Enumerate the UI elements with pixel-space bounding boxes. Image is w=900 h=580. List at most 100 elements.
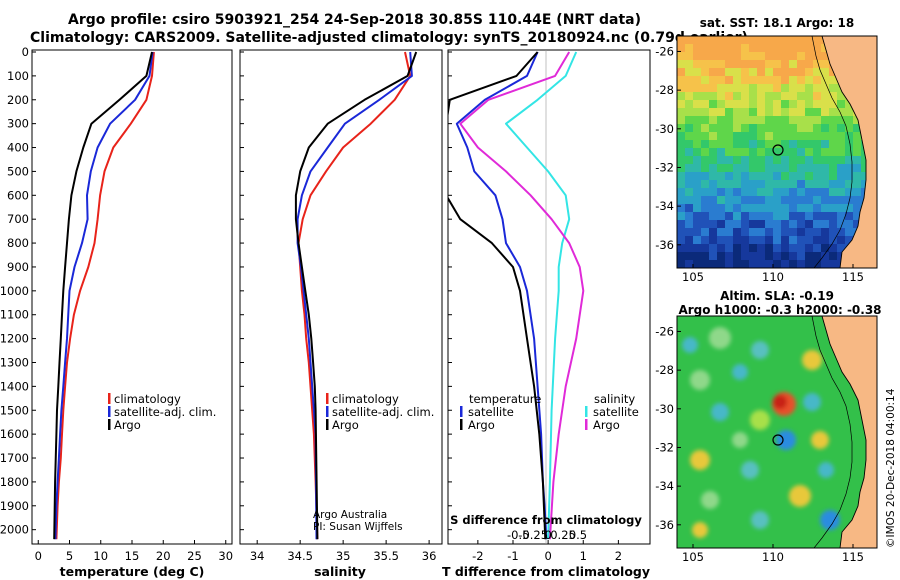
sst-cell	[733, 244, 741, 252]
sst-cell	[789, 52, 797, 60]
sst-cell	[789, 100, 797, 108]
sst-cell	[717, 172, 725, 180]
sst-cell	[677, 68, 685, 76]
sst-cell	[757, 164, 765, 172]
sst-cell	[765, 204, 773, 212]
sst-cell	[797, 124, 805, 132]
coastline	[821, 36, 867, 268]
sst-cell	[693, 204, 701, 212]
sst-cell	[773, 164, 781, 172]
x-tick-label: 1	[580, 549, 587, 563]
series-line-satellite	[505, 51, 578, 540]
sst-cell	[765, 220, 773, 228]
sst-cell	[709, 212, 717, 220]
sst-cell	[749, 172, 757, 180]
sla-anomaly	[818, 462, 834, 478]
sst-cell	[757, 188, 765, 196]
sst-cell	[773, 180, 781, 188]
sst-cell	[765, 100, 773, 108]
sst-cell	[709, 252, 717, 260]
land-mass	[822, 316, 877, 548]
sst-cell	[757, 172, 765, 180]
legend-swatch-satellite	[108, 406, 111, 417]
sst-cell	[701, 108, 709, 116]
sst-cell	[773, 44, 781, 52]
sst-cell	[773, 212, 781, 220]
sst-cell	[725, 204, 733, 212]
sst-cell	[821, 172, 829, 180]
sst-cell	[693, 196, 701, 204]
sst-cell	[757, 36, 765, 44]
sst-cell	[693, 180, 701, 188]
sst-cell	[813, 252, 821, 260]
sst-cell	[765, 92, 773, 100]
x-tick-label: -2	[472, 549, 483, 563]
sst-cell	[709, 164, 717, 172]
sst-cell	[781, 52, 789, 60]
sst-cell	[797, 60, 805, 68]
sst-cell	[733, 124, 741, 132]
sst-cell	[781, 196, 789, 204]
sst-cell	[781, 244, 789, 252]
sst-cell	[749, 36, 757, 44]
sst-cell	[749, 44, 757, 52]
sst-cell	[709, 52, 717, 60]
sst-cell	[765, 212, 773, 220]
sst-cell	[773, 140, 781, 148]
sst-cell	[733, 180, 741, 188]
sst-cell	[741, 204, 749, 212]
sst-cell	[805, 124, 813, 132]
depth-tick-label: 700	[7, 212, 29, 226]
depth-tick-label: 500	[7, 164, 29, 178]
sst-cell	[677, 92, 685, 100]
sst-cell	[765, 108, 773, 116]
sst-cell	[797, 92, 805, 100]
sst-cell	[781, 68, 789, 76]
sst-cell	[813, 36, 821, 44]
sst-cell	[725, 212, 733, 220]
sst-cell	[717, 148, 725, 156]
sst-cell	[685, 220, 693, 228]
sst-cell	[725, 188, 733, 196]
sst-cell	[789, 172, 797, 180]
sst-cell	[717, 84, 725, 92]
sst-cell	[861, 164, 869, 172]
sst-cell	[757, 76, 765, 84]
sst-cell	[717, 180, 725, 188]
sst-cell	[701, 116, 709, 124]
sst-cell	[693, 212, 701, 220]
sst-cell	[685, 148, 693, 156]
sst-cell	[797, 172, 805, 180]
x-tick-label: 2	[615, 549, 622, 563]
sst-cell	[709, 172, 717, 180]
sst-cell	[685, 76, 693, 84]
sst-cell	[773, 132, 781, 140]
sst-cell	[741, 60, 749, 68]
sst-cell	[693, 44, 701, 52]
sst-cell	[717, 236, 725, 244]
sst-cell	[781, 252, 789, 260]
sst-cell	[677, 76, 685, 84]
depth-tick-label: 600	[7, 188, 29, 202]
depth-tick-label: 200	[7, 93, 29, 107]
sla-anomaly	[711, 403, 729, 421]
sst-cell	[797, 204, 805, 212]
sst-cell	[693, 84, 701, 92]
imos-footer: ©IMOS 20-Dec-2018 04:00:14	[885, 388, 897, 548]
sst-cell	[821, 236, 829, 244]
map-x-tick-label: 110	[762, 550, 784, 564]
sst-cell	[725, 180, 733, 188]
sst-cell	[733, 212, 741, 220]
sst-cell	[741, 116, 749, 124]
sst-cell	[837, 220, 845, 228]
sst-cell	[837, 244, 845, 252]
sla-anomaly	[802, 350, 822, 370]
sst-cell	[717, 260, 725, 268]
map-y-tick-label: -30	[655, 402, 674, 416]
sst-cell	[789, 76, 797, 84]
sst-cell	[757, 196, 765, 204]
sst-cell	[821, 76, 829, 84]
sst-cell	[757, 52, 765, 60]
sst-cell	[701, 188, 709, 196]
sst-cell	[781, 100, 789, 108]
